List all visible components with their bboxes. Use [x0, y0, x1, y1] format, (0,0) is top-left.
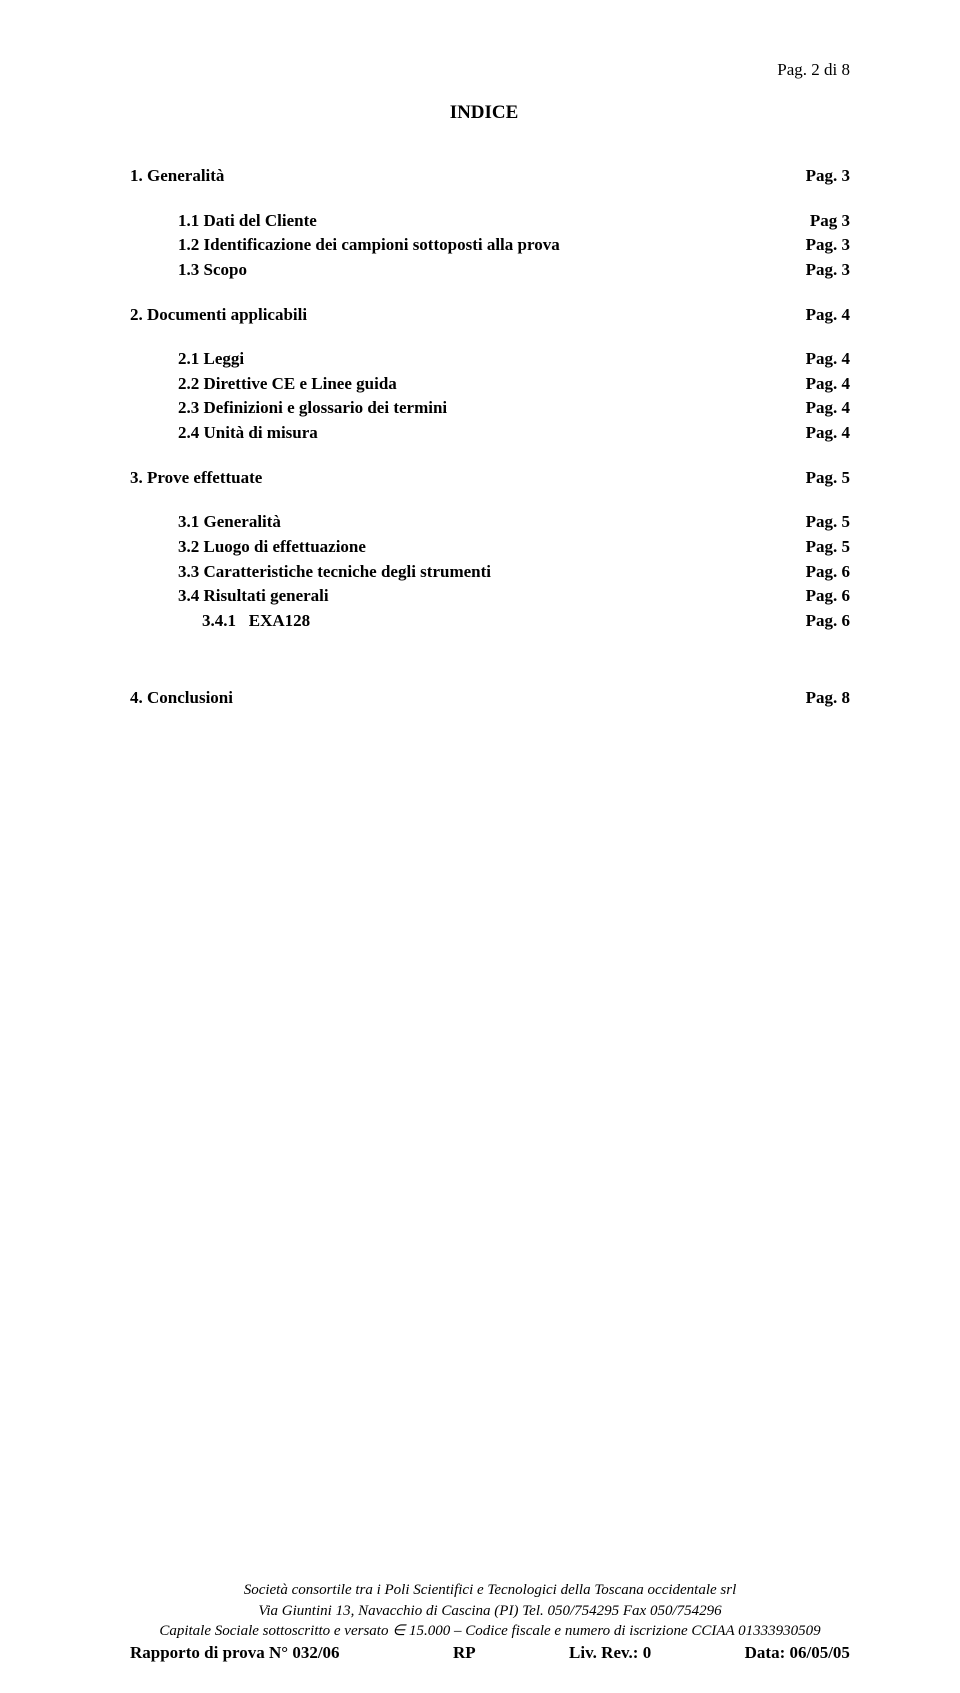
toc-entry: 2.2 Direttive CE e Linee guida Pag. 4	[130, 372, 850, 397]
report-date: Data: 06/05/05	[745, 1643, 850, 1663]
toc-entry-page: Pag. 6	[786, 609, 850, 634]
toc-entry-page: Pag. 4	[786, 421, 850, 446]
toc-entry: 3. Prove effettuate Pag. 5	[130, 466, 850, 491]
toc-entry-label: 2.2 Direttive CE e Linee guida	[178, 372, 397, 397]
toc-entry-label: 4. Conclusioni	[130, 686, 233, 711]
toc-entry-page: Pag. 5	[786, 535, 850, 560]
toc-entry-label: 3.2 Luogo di effettuazione	[178, 535, 366, 560]
toc-entry-page: Pag. 3	[786, 233, 850, 258]
toc-entry-page: Pag. 4	[786, 347, 850, 372]
page-footer: Società consortile tra i Poli Scientific…	[0, 1580, 960, 1663]
toc-entry-label: 1.2 Identificazione dei campioni sottopo…	[178, 233, 560, 258]
footer-line-2: Via Giuntini 13, Navacchio di Cascina (P…	[130, 1601, 850, 1621]
toc-entry: 2.1 Leggi Pag. 4	[130, 347, 850, 372]
footer-info-bar: Rapporto di prova N° 032/06 RP Liv. Rev.…	[130, 1643, 850, 1663]
toc-entry-page: Pag. 6	[786, 584, 850, 609]
toc-entry: 1.2 Identificazione dei campioni sottopo…	[130, 233, 850, 258]
toc-entry-page: Pag. 5	[786, 466, 850, 491]
report-number: Rapporto di prova N° 032/06	[130, 1643, 340, 1663]
toc-entry-label: 1.1 Dati del Cliente	[178, 209, 317, 234]
toc-entry: 2. Documenti applicabili Pag. 4	[130, 303, 850, 328]
toc-entry-label: 1. Generalità	[130, 164, 224, 189]
page-number: Pag. 2 di 8	[130, 60, 850, 80]
toc-entry: 2.3 Definizioni e glossario dei termini P…	[130, 396, 850, 421]
toc-entry-page: Pag. 3	[786, 164, 850, 189]
revision-level: Liv. Rev.: 0	[569, 1643, 651, 1663]
report-code: RP	[453, 1643, 476, 1663]
toc-entry-page: Pag. 4	[786, 372, 850, 397]
toc-entry: 1.3 Scopo Pag. 3	[130, 258, 850, 283]
toc-entry: 3.2 Luogo di effettuazione Pag. 5	[130, 535, 850, 560]
toc-entry-page: Pag. 8	[786, 686, 850, 711]
toc-entry-label: 3.4 Risultati generali	[178, 584, 329, 609]
toc-entry-label: 3. Prove effettuate	[130, 466, 262, 491]
document-page: Pag. 2 di 8 INDICE 1. GeneralitàPag. 31.…	[0, 0, 960, 1693]
toc-entry-page: Pag 3	[790, 209, 850, 234]
toc-entry: 3.1 Generalità Pag. 5	[130, 510, 850, 535]
table-of-contents: 1. Generalità Pag. 3 1.1 Dati del Cliente P…	[130, 164, 850, 710]
toc-entry-label: 2.4 Unità di misura	[178, 421, 318, 446]
toc-entry: 4. Conclusioni Pag. 8	[130, 686, 850, 711]
toc-entry-page: Pag. 6	[786, 560, 850, 585]
toc-title: INDICE	[118, 102, 850, 124]
toc-entry: 3.3 Caratteristiche tecniche degli strum…	[130, 560, 850, 585]
toc-entry: 3.4.1 EXA128 Pag. 6	[130, 609, 850, 634]
toc-entry-page: Pag. 4	[786, 396, 850, 421]
toc-entry: 2.4 Unità di misura Pag. 4	[130, 421, 850, 446]
toc-entry: 3.4 Risultati generali Pag. 6	[130, 584, 850, 609]
toc-entry-label: 2. Documenti applicabili	[130, 303, 307, 328]
toc-entry-page: Pag. 5	[786, 510, 850, 535]
toc-entry-page: Pag. 4	[786, 303, 850, 328]
footer-line-3: Capitale Sociale sottoscritto e versato …	[130, 1621, 850, 1641]
toc-entry-label: 3.1 Generalità	[178, 510, 281, 535]
toc-entry-label: 2.3 Definizioni e glossario dei termini	[178, 396, 447, 421]
toc-entry-page: Pag. 3	[786, 258, 850, 283]
toc-entry-label: 1.3 Scopo	[178, 258, 247, 283]
toc-entry: 1.1 Dati del Cliente Pag 3	[130, 209, 850, 234]
toc-entry-label: 2.1 Leggi	[178, 347, 244, 372]
toc-entry-label: 3.3 Caratteristiche tecniche degli strum…	[178, 560, 491, 585]
toc-entry: 1. Generalità Pag. 3	[130, 164, 850, 189]
toc-entry-label: 3.4.1 EXA128	[202, 609, 310, 634]
footer-line-1: Società consortile tra i Poli Scientific…	[130, 1580, 850, 1600]
